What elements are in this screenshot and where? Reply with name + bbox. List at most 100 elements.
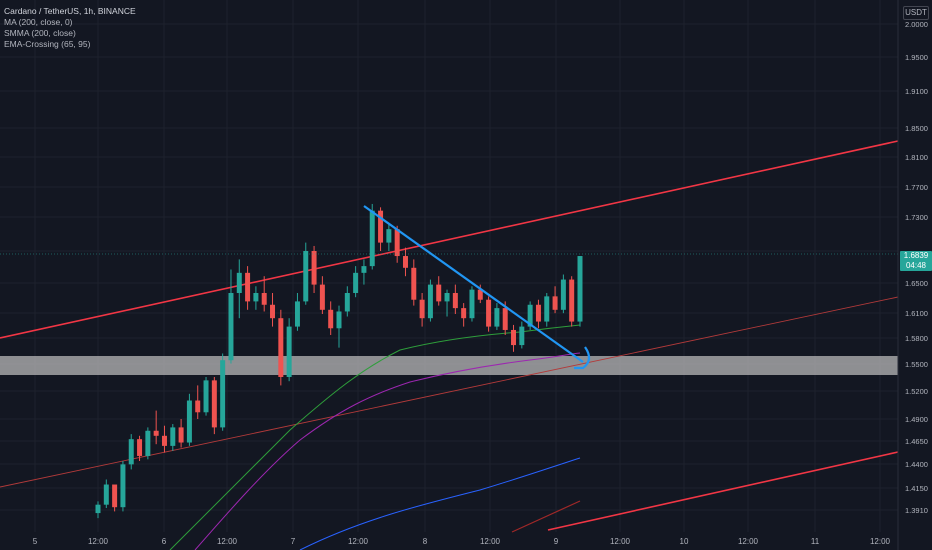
candle [461,303,467,327]
candle [161,425,167,453]
candle [128,434,134,470]
candle [270,293,276,327]
candle [137,435,143,461]
price-tick-label: 1.3910 [905,506,928,515]
time-tick-label: 9 [554,537,559,546]
candle-body [461,308,467,319]
candle-body [527,304,533,327]
price-tick-label: 1.9500 [905,53,928,62]
time-tick-label: 7 [291,537,296,546]
time-tick-label: 12:00 [217,537,238,546]
candle-body [477,289,483,300]
candle [444,289,450,317]
candle [195,385,201,419]
candle-body [519,326,525,346]
candle-body [369,210,375,267]
candle-body [569,279,575,322]
candle-body [153,430,159,436]
time-tick-label: 12:00 [348,537,369,546]
candle-body [386,229,392,243]
indicator-smma[interactable]: SMMA (200, close) [4,28,76,38]
indicator-ma[interactable]: MA (200, close, 0) [4,17,73,27]
candle-body [220,360,226,428]
indicator-ema-crossing[interactable]: EMA-Crossing (65, 95) [4,39,91,49]
price-tick-label: 1.6500 [905,279,928,288]
candle [311,245,317,293]
candle-body [378,210,384,243]
candle [220,353,226,431]
candle-body [103,484,109,505]
candle [261,276,267,312]
candle [278,309,284,386]
channel-upper-line [0,140,899,339]
candle-body [502,308,508,330]
candle-body [319,284,325,310]
candle [361,259,367,285]
price-tick-label: 1.4400 [905,460,928,469]
candle [319,276,325,314]
candle-body [336,311,342,329]
candle [519,321,525,349]
candle [569,276,575,327]
candle-body [137,439,143,456]
candle-body [427,284,433,319]
candle [353,266,359,298]
candle [170,424,176,451]
candle [303,242,309,305]
last-price-tag: 1.6839 04:48 [900,251,932,271]
time-tick-label: 8 [423,537,428,546]
ma-blue-line [299,457,581,550]
candle-body [145,430,151,456]
candle-body [161,435,167,446]
candle-body [120,464,126,508]
channel-thin-line [0,296,899,488]
candle [228,269,234,364]
candle [253,286,259,310]
candle [411,259,417,306]
candle-body [361,266,367,273]
price-tick-label: 2.0000 [905,20,928,29]
arrow-head-icon [574,346,591,370]
candle-body [195,400,201,413]
candle-body [469,289,475,319]
candle-body [278,318,284,377]
candle-body [311,251,317,285]
candle-body [95,504,101,514]
candle-body [328,309,334,329]
candle [103,479,109,509]
candle-body [444,293,450,302]
candle [286,318,292,382]
price-tick-label: 1.8100 [905,153,928,162]
price-tick-label: 1.4650 [905,437,928,446]
candle [328,301,334,335]
ma-purple-line [194,352,581,550]
price-tick-label: 1.5800 [905,334,928,343]
candle [386,224,392,251]
price-tick-label: 1.4150 [905,484,928,493]
last-price-value: 1.6839 [903,251,929,260]
candle [494,303,500,330]
price-tick-label: 1.6100 [905,309,928,318]
candle-body [560,279,566,310]
candle [336,305,342,348]
candle [511,324,517,352]
time-tick-label: 5 [33,537,38,546]
candle [469,286,475,322]
candle-body [535,304,541,322]
candle-body [128,439,134,465]
candle-body [436,284,442,302]
channel-short-line [511,500,581,533]
candle [344,286,350,317]
candle-body [294,301,300,327]
candle-body [170,427,176,446]
candle-body [552,296,558,310]
candle [452,284,458,314]
currency-unit-button[interactable]: USDT [903,6,929,20]
candle [427,279,433,322]
support-zone [0,356,898,375]
candle-countdown: 04:48 [905,261,927,270]
candle [186,393,192,446]
candle-body [203,380,209,413]
candle [245,266,251,310]
